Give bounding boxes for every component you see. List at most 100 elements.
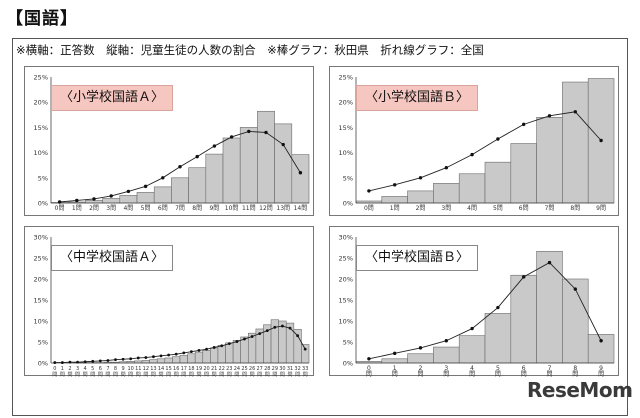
line-point	[152, 355, 155, 359]
x-tick-label: 1問	[72, 205, 82, 212]
line-point	[303, 347, 307, 351]
bar	[381, 196, 408, 204]
x-tick-suffix: 問	[128, 372, 133, 378]
x-tick-suffix: 問	[166, 372, 171, 378]
y-tick-label: 0%	[343, 200, 353, 208]
x-tick-suffix: 問	[280, 372, 285, 378]
x-tick-label: 8	[114, 366, 117, 372]
line-point	[496, 137, 500, 141]
line-point	[182, 351, 186, 355]
x-tick-label: 1問	[390, 205, 400, 212]
line-point	[106, 359, 110, 362]
line-point	[393, 351, 397, 356]
y-tick-label: 10%	[339, 149, 353, 157]
x-tick-label: 5問	[141, 205, 151, 212]
x-tick-suffix: 問	[159, 372, 164, 378]
x-tick-label: 32	[294, 366, 300, 372]
bar	[510, 143, 537, 204]
bar	[210, 347, 219, 364]
bar	[188, 167, 207, 204]
line-point	[522, 275, 526, 279]
bar	[458, 173, 486, 204]
x-tick-suffix: 問	[288, 372, 293, 378]
x-tick-suffix: 問	[113, 372, 118, 378]
line-point	[599, 138, 603, 143]
x-tick-suffix: 問	[98, 372, 103, 378]
bar	[274, 123, 293, 204]
x-tick-label: 5問	[493, 205, 503, 212]
x-tick-label: 12	[143, 366, 149, 372]
x-tick-label: 9	[121, 366, 124, 372]
line-point	[212, 346, 216, 349]
line-point	[205, 347, 208, 351]
x-tick-label: 29	[272, 366, 278, 372]
line-point	[247, 129, 251, 134]
chart-elementary-japanese-a: 0%5%10%15%20%25%0問 1問 2問 3問 4問 5問 6問 7問 8問 9問 10問 1…	[34, 74, 310, 212]
line-point	[273, 325, 277, 329]
x-tick-label: 2	[68, 366, 71, 372]
x-tick-label: 12問	[259, 205, 273, 212]
x-tick-label: 6	[99, 366, 102, 372]
line-point	[143, 184, 148, 189]
line-point	[76, 360, 79, 364]
x-tick-label: 7問	[545, 205, 555, 212]
bar	[171, 177, 189, 204]
x-tick-suffix: 問	[189, 372, 194, 378]
x-tick-suffix: 問	[366, 371, 372, 378]
line-point	[121, 357, 125, 361]
x-tick-label: 7	[106, 366, 109, 372]
x-tick-label: 4問	[123, 205, 133, 212]
bar	[194, 351, 204, 364]
bar	[119, 195, 138, 204]
x-tick-label: 4	[470, 365, 474, 372]
bar	[562, 278, 589, 364]
bar	[179, 355, 188, 364]
line-point	[53, 361, 57, 364]
y-tick-label: 15%	[339, 124, 353, 132]
bar	[536, 250, 563, 364]
line-point	[418, 176, 423, 180]
x-tick-label: 3問	[106, 205, 116, 212]
line-point	[573, 287, 577, 291]
x-tick-label: 14	[158, 366, 164, 372]
bar	[149, 359, 158, 364]
x-tick-suffix: 問	[303, 372, 308, 378]
x-tick-label: 13	[150, 366, 156, 372]
line-point	[250, 335, 254, 338]
line-point	[144, 356, 148, 359]
y-tick-label: 20%	[34, 99, 48, 107]
x-tick-label: 7	[548, 365, 552, 372]
y-tick-label: 0%	[38, 200, 48, 208]
bar	[381, 358, 408, 364]
x-tick-suffix: 問	[83, 372, 88, 378]
x-tick-label: 0	[367, 365, 371, 372]
x-tick-label: 19	[196, 366, 202, 372]
line-series	[368, 111, 602, 192]
x-tick-suffix: 問	[572, 371, 578, 378]
line-point	[522, 122, 526, 127]
x-tick-suffix: 問	[105, 372, 110, 378]
bar	[136, 192, 155, 204]
line-point	[92, 197, 96, 201]
x-tick-label: 2問	[416, 205, 426, 212]
y-tick-label: 15%	[34, 124, 48, 132]
x-tick-suffix: 問	[52, 372, 57, 378]
x-tick-suffix: 問	[295, 372, 300, 378]
line-point	[243, 337, 246, 341]
y-tick-label: 25%	[339, 74, 353, 82]
y-tick-label: 20%	[339, 276, 353, 284]
x-tick-label: 7問	[175, 205, 185, 212]
x-tick-suffix: 問	[219, 372, 224, 378]
x-tick-label: 2	[419, 365, 423, 372]
x-tick-label: 11問	[242, 205, 256, 212]
x-tick-label: 6問	[519, 205, 529, 212]
line-point	[547, 114, 552, 118]
x-tick-label: 18	[188, 366, 194, 372]
x-tick-suffix: 問	[265, 372, 270, 378]
chart-title: 〈小学校国語Ａ〉	[51, 85, 174, 111]
chart-panel-middle-a: 0% 5% 10% 15% 20% 25% 30% 0 問 1 問 2 問 3 問 4 問 5 問 6 問 7 問 8 問 9 問 1…	[24, 226, 314, 378]
x-tick-label: 0	[53, 366, 56, 372]
line-point	[114, 358, 117, 362]
x-tick-label: 4	[84, 366, 87, 372]
x-tick-label: 11	[135, 366, 141, 372]
